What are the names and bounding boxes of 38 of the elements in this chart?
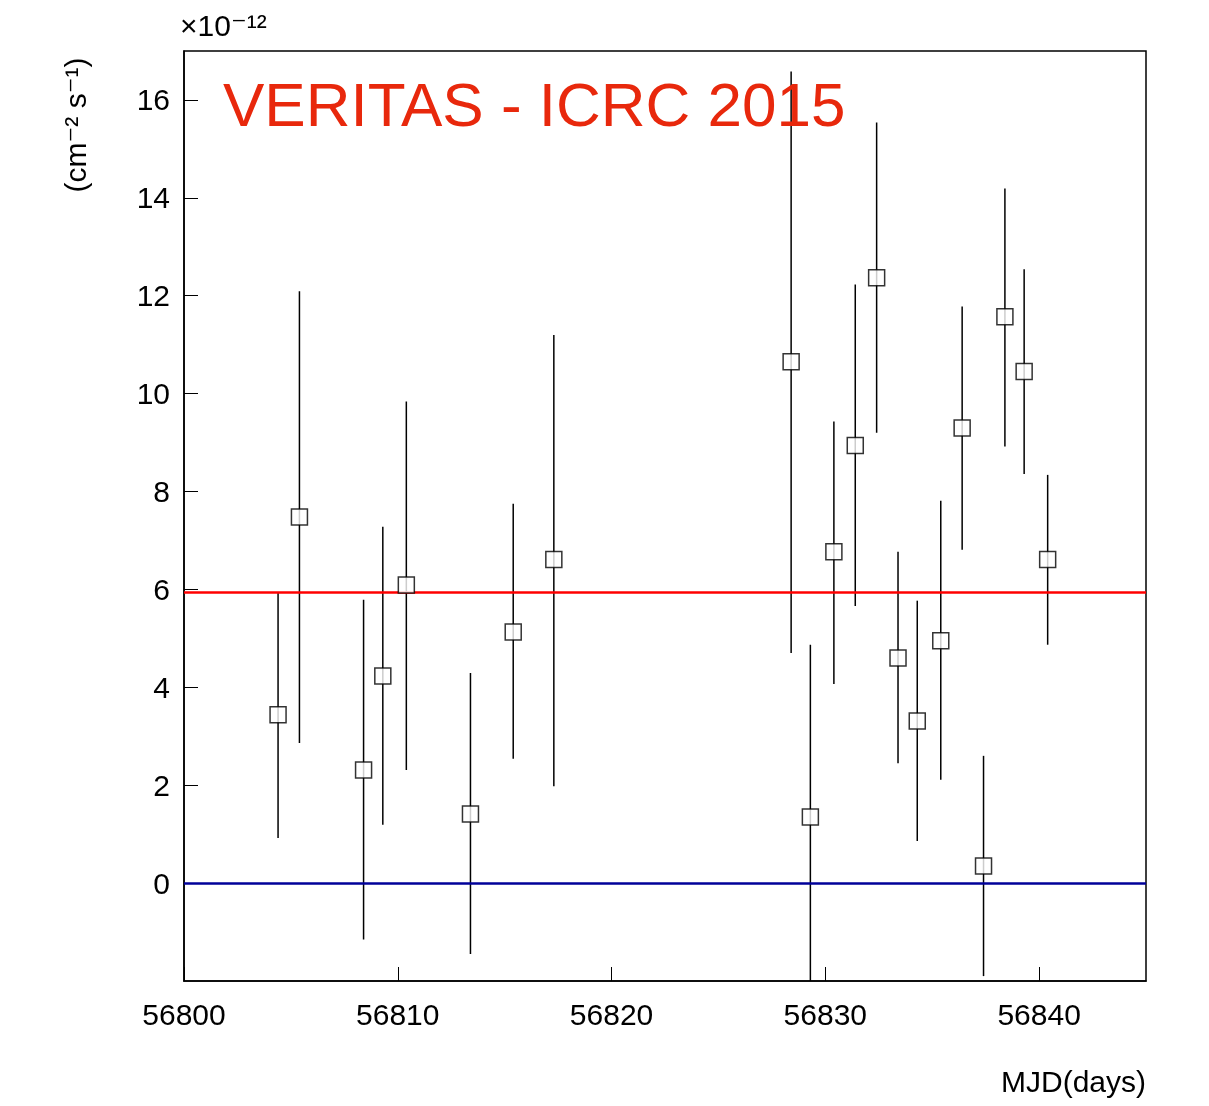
point [354,761,373,779]
point [825,542,843,561]
point [908,712,927,730]
point [889,649,907,667]
y-tick-label: 14 [136,181,170,215]
point [953,419,971,437]
point [1038,550,1057,569]
y-tick-label: 2 [153,768,170,802]
point [397,576,416,594]
point [545,550,563,569]
point [782,353,800,371]
text: ×10⁻¹² [180,8,267,42]
point [932,632,950,650]
x-tick-label: 56840 [997,997,1081,1031]
y-tick-label: 10 [136,377,170,411]
point [996,308,1014,326]
point [846,436,865,455]
point [374,667,392,685]
point [1015,362,1033,381]
y-tick-label: 16 [136,83,170,117]
y-tick-label: 12 [136,279,170,313]
point [290,508,309,526]
y-tick-label: 4 [153,670,170,704]
x-tick-label: 56800 [142,997,226,1031]
y-axis-title: (cm⁻² s⁻¹) [58,57,92,193]
x-tick-label: 56830 [783,997,868,1031]
point [504,623,522,641]
y-tick-label: 0 [153,866,170,900]
x-axis-title: MJD(days) [1000,1064,1146,1098]
point [974,857,993,875]
x-tick-label: 56820 [569,997,654,1031]
point [867,268,886,287]
y-tick-label: 8 [153,475,170,509]
point [461,805,480,823]
point [801,808,820,826]
y-tick-label: 6 [153,572,170,606]
x-tick-label: 56810 [356,997,440,1031]
point [269,705,287,724]
